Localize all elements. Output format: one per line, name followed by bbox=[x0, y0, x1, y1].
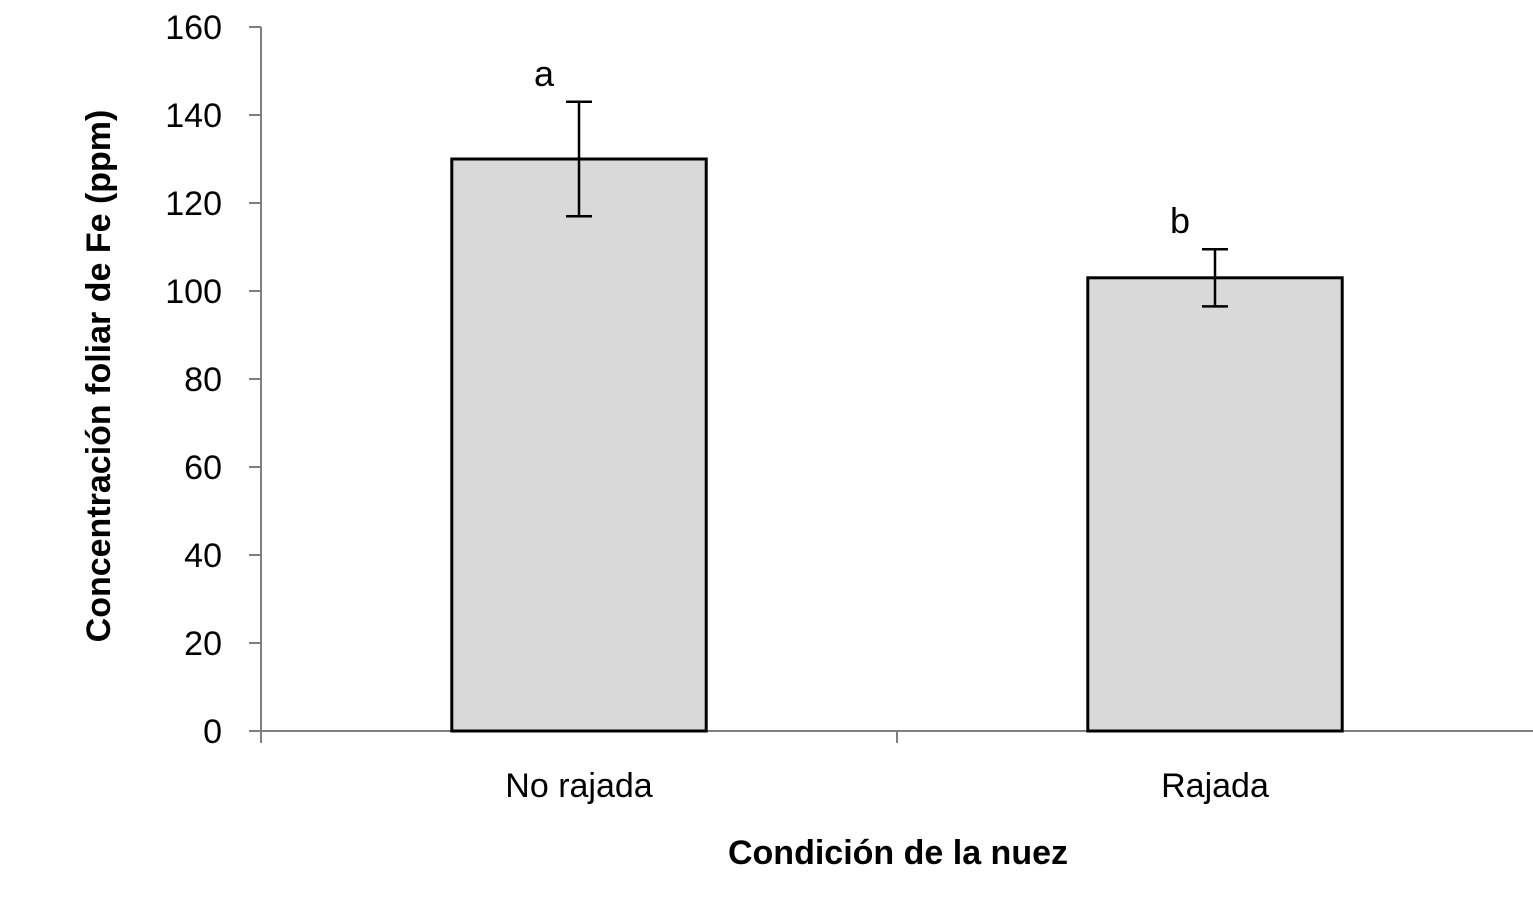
y-tick-label: 40 bbox=[184, 537, 222, 575]
significance-label: a bbox=[534, 53, 555, 94]
x-category-label: Rajada bbox=[1161, 767, 1269, 805]
x-axis-title: Condición de la nuez bbox=[728, 834, 1068, 872]
x-category-label: No rajada bbox=[505, 767, 653, 805]
y-tick-label: 120 bbox=[165, 185, 222, 223]
significance-label: b bbox=[1170, 200, 1190, 241]
y-tick-label: 60 bbox=[184, 449, 222, 487]
y-tick-label: 140 bbox=[165, 97, 222, 135]
y-tick-label: 20 bbox=[184, 625, 222, 663]
y-tick-label: 0 bbox=[203, 713, 222, 751]
y-tick-label: 160 bbox=[165, 9, 222, 47]
bars bbox=[450, 157, 1344, 733]
y-tick-label: 80 bbox=[184, 361, 222, 399]
y-tick-label: 100 bbox=[165, 273, 222, 311]
error-bars bbox=[566, 100, 1228, 308]
labels: 0 20 40 60 80 100 120 140 160 a No rajada b Rajada bbox=[165, 9, 1269, 805]
bar bbox=[450, 157, 708, 733]
y-axis-title: Concentración foliar de Fe (ppm) bbox=[80, 110, 118, 643]
bar bbox=[1086, 276, 1344, 733]
